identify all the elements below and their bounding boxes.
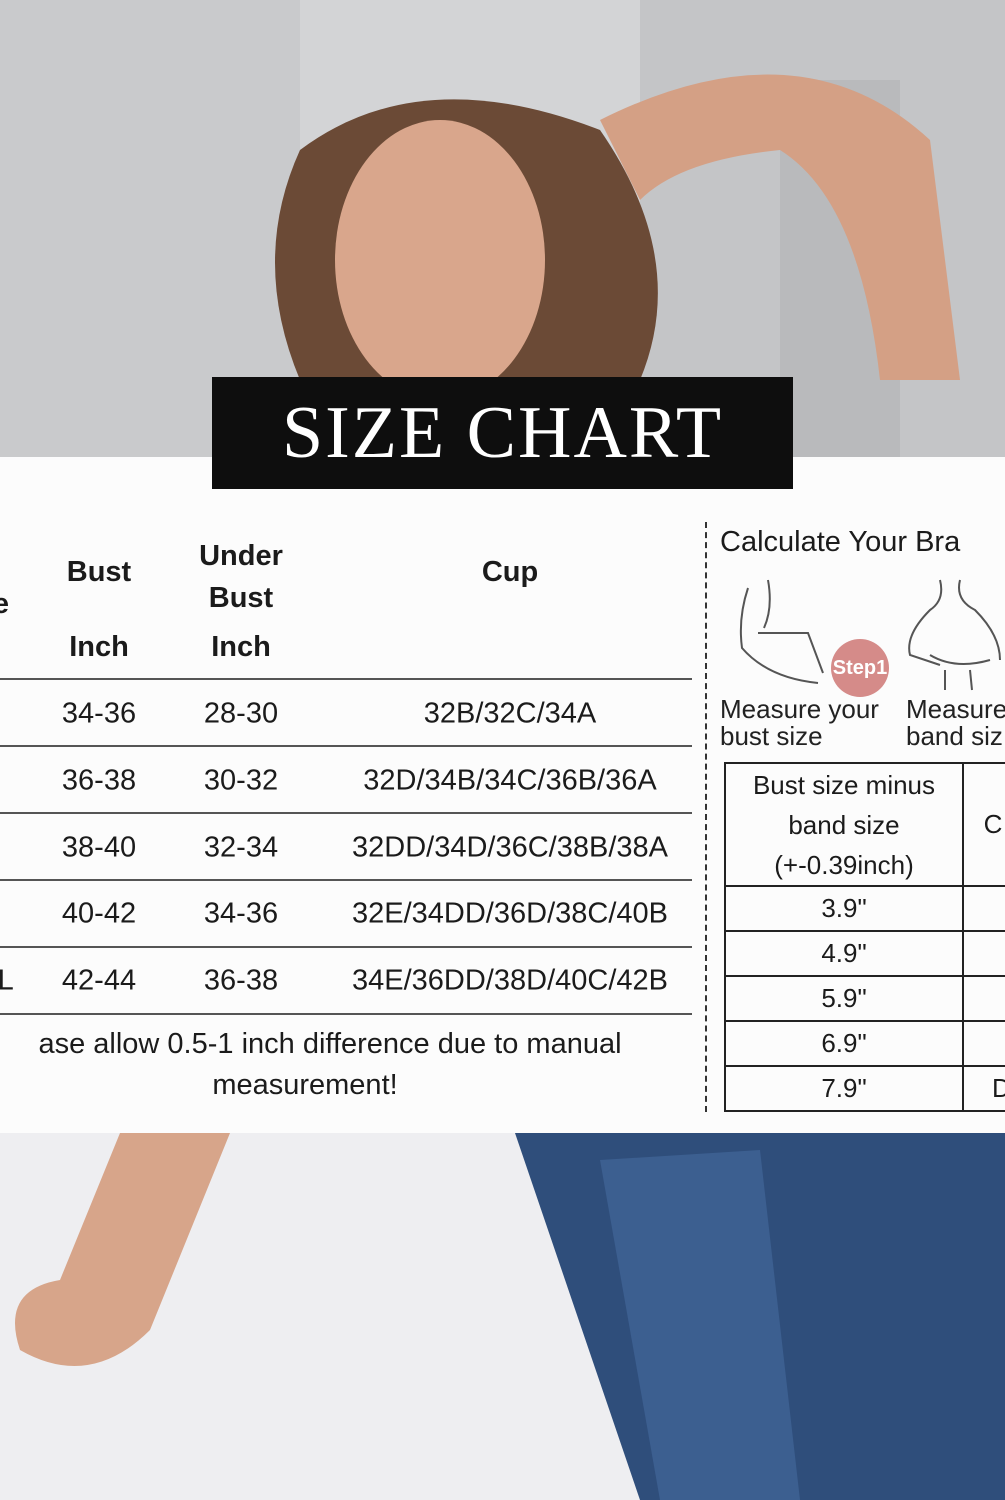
diff-cell: 3.9" bbox=[724, 885, 964, 932]
table-row: 4.9" bbox=[724, 930, 1005, 977]
cup-cell: 32D/34B/34C/36B/36A bbox=[363, 764, 657, 797]
header-under-bust: Under Bust bbox=[199, 540, 283, 614]
header-cup: C bbox=[962, 762, 1005, 887]
under-bust-cell: 36-38 bbox=[203, 964, 279, 997]
caption-bust-line1: Measure your bbox=[720, 694, 879, 724]
under-bust-cell: 34-36 bbox=[203, 897, 279, 930]
divider bbox=[0, 678, 692, 680]
bust-cell: 40-42 bbox=[61, 897, 137, 930]
cup-cell: D bbox=[962, 1065, 1005, 1112]
dashed-divider bbox=[705, 522, 707, 1112]
table-row: 6.9" bbox=[724, 1020, 1005, 1067]
under-bust-cell: 32-34 bbox=[203, 831, 279, 864]
measurement-note-line1: ase allow 0.5-1 inch difference due to m… bbox=[38, 1028, 622, 1060]
divider bbox=[0, 1013, 692, 1015]
bust-cell: 34-36 bbox=[61, 697, 137, 730]
header-bust-unit: Inch bbox=[69, 631, 129, 663]
cup-cell bbox=[962, 885, 1005, 932]
under-bust-cell: 30-32 bbox=[203, 764, 279, 797]
size-cell: XL bbox=[0, 964, 14, 997]
divider bbox=[0, 812, 692, 814]
page-title: SIZE CHART bbox=[281, 391, 724, 474]
cup-cell bbox=[962, 930, 1005, 977]
bust-cell: 36-38 bbox=[61, 764, 137, 797]
cup-calculator-table: Bust size minus band size (+-0.39inch) C… bbox=[724, 762, 1005, 1112]
calculator-title: Calculate Your Bra bbox=[720, 526, 961, 558]
header-bust-minus-band: Bust size minus band size (+-0.39inch) bbox=[724, 762, 964, 887]
diff-cell: 7.9" bbox=[724, 1065, 964, 1112]
diff-cell: 4.9" bbox=[724, 930, 964, 977]
under-bust-cell: 28-30 bbox=[203, 697, 279, 730]
header-bust: Bust bbox=[66, 556, 132, 588]
cup-cell: 32B/32C/34A bbox=[423, 697, 597, 730]
divider bbox=[0, 946, 692, 948]
caption-band-line2: band siz bbox=[906, 721, 1003, 751]
bust-cell: 38-40 bbox=[61, 831, 137, 864]
step-badge: Step1 bbox=[831, 639, 889, 697]
title-banner: SIZE CHART bbox=[212, 377, 793, 489]
cup-cell bbox=[962, 975, 1005, 1022]
cup-cell: 32DD/34D/36C/38B/38A bbox=[352, 831, 668, 864]
table-row: 7.9" D bbox=[724, 1065, 1005, 1112]
caption-bust-line2: bust size bbox=[720, 721, 823, 751]
cup-cell: 34E/36DD/38D/40C/42B bbox=[352, 964, 668, 997]
cup-cell bbox=[962, 1020, 1005, 1067]
header-cup: Cup bbox=[481, 556, 539, 588]
measure-bust-illustration bbox=[739, 579, 824, 684]
divider bbox=[0, 879, 692, 881]
header-under-bust-unit: Inch bbox=[211, 631, 271, 663]
header-size: Size bbox=[0, 588, 10, 620]
diff-cell: 6.9" bbox=[724, 1020, 964, 1067]
measure-band-illustration bbox=[908, 579, 1001, 691]
table-row: 5.9" bbox=[724, 975, 1005, 1022]
diff-cell: 5.9" bbox=[724, 975, 964, 1022]
divider bbox=[0, 745, 692, 747]
caption-band-line1: Measure bbox=[906, 694, 1005, 724]
measurement-note-line2: measurement! bbox=[212, 1069, 398, 1101]
cup-cell: 32E/34DD/36D/38C/40B bbox=[352, 897, 668, 930]
bust-cell: 42-44 bbox=[61, 964, 137, 997]
table-row: 3.9" bbox=[724, 885, 1005, 932]
